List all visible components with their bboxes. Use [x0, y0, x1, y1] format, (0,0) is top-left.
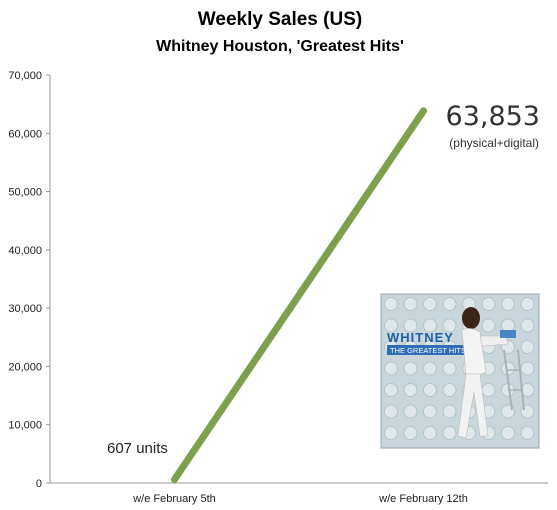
album-cover-title: THE GREATEST HITS — [390, 346, 466, 355]
y-tick-label: 0 — [36, 478, 42, 490]
album-cover-artist: WHITNEY — [387, 330, 454, 345]
x-tick-label: w/e February 12th — [378, 493, 468, 505]
y-tick-label: 50,000 — [8, 187, 42, 199]
chart-title: Weekly Sales (US) — [198, 9, 362, 30]
end-value-label: 63,853 — [446, 101, 540, 132]
chart-subtitle: Whitney Houston, 'Greatest Hits' — [156, 38, 404, 55]
series-line — [171, 107, 427, 483]
y-tick-label: 30,000 — [8, 303, 42, 315]
y-tick-label: 60,000 — [8, 128, 42, 140]
y-tick-label: 10,000 — [8, 420, 42, 432]
start-point-label: 607 units — [107, 440, 168, 457]
album-cover: WHITNEY THE GREATEST HITS — [380, 293, 540, 449]
x-tick-label: w/e February 5th — [132, 493, 216, 505]
x-ticks: w/e February 5th w/e February 12th — [132, 493, 468, 505]
y-tick-label: 70,000 — [8, 70, 42, 82]
y-tick-label: 40,000 — [8, 245, 42, 257]
series-layer — [171, 107, 427, 483]
y-ticks: 0 10,000 20,000 30,000 40,000 50,000 60,000 70,… — [8, 70, 50, 490]
y-tick-label: 20,000 — [8, 361, 42, 373]
end-note-label: (physical+digital) — [449, 136, 539, 150]
